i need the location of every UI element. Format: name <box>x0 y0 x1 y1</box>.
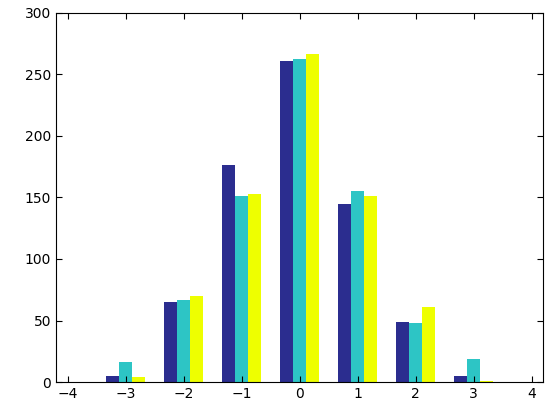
Bar <box>467 359 480 382</box>
Bar <box>409 323 422 382</box>
Bar <box>222 165 235 382</box>
Bar <box>306 55 319 382</box>
Bar <box>293 59 306 382</box>
Bar <box>281 60 293 382</box>
Bar <box>338 204 351 382</box>
Bar <box>165 302 177 382</box>
Bar <box>248 194 261 382</box>
Bar <box>351 191 364 382</box>
Bar <box>480 381 493 382</box>
Bar <box>190 296 203 382</box>
Bar <box>119 362 132 382</box>
Bar <box>106 376 119 382</box>
Bar <box>235 196 248 382</box>
Bar <box>396 322 409 382</box>
Bar <box>422 307 435 382</box>
Bar <box>455 376 467 382</box>
Bar <box>177 299 190 382</box>
Bar <box>364 196 377 382</box>
Bar <box>132 377 144 382</box>
